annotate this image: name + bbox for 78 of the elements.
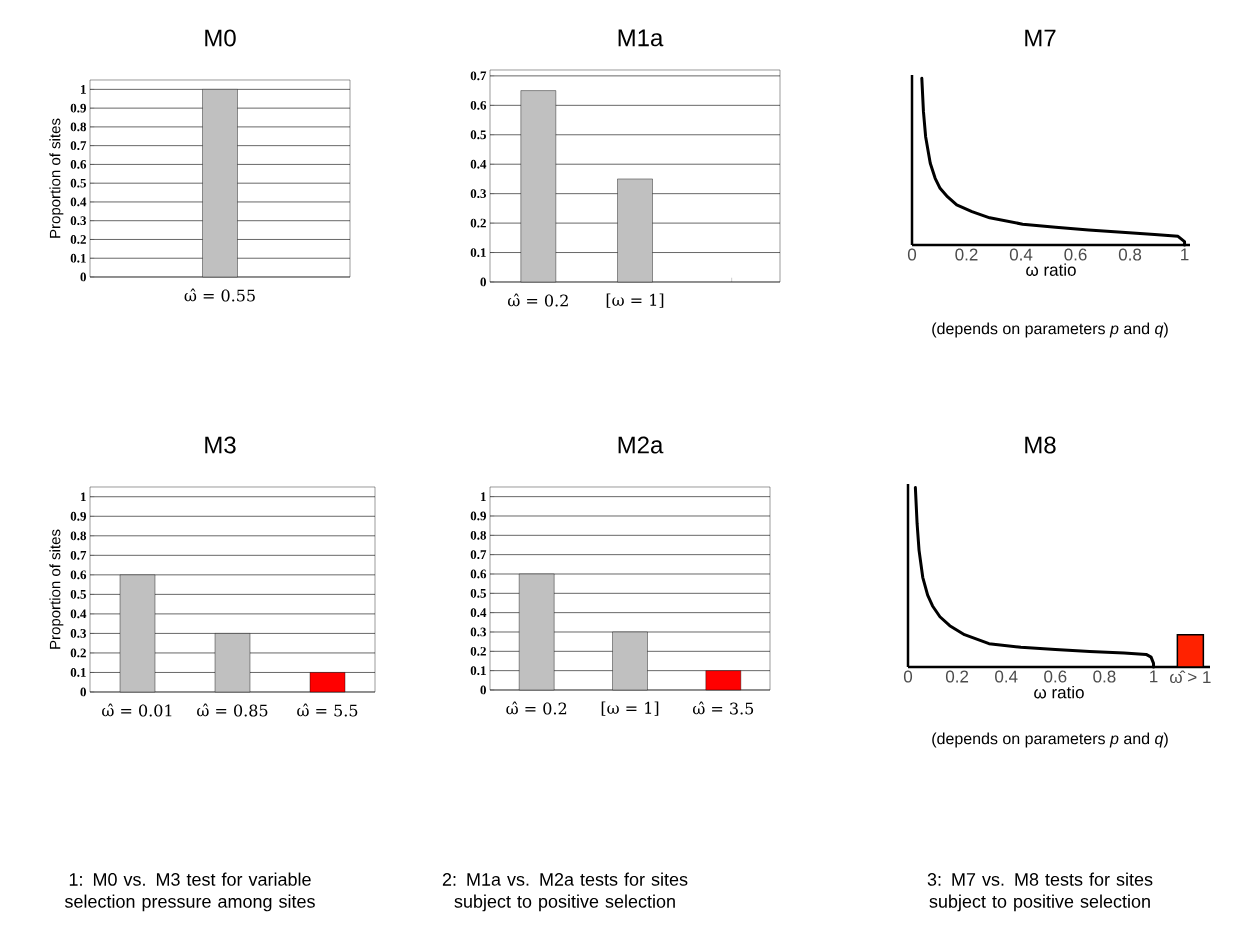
x-tick-label: 0: [903, 670, 913, 683]
x-tick-label: [ω = 1]: [601, 701, 659, 716]
y-tick-label: 0.4: [70, 197, 87, 207]
x-tick-label: [ω = 1]: [606, 293, 664, 308]
y-axis-title: Proportion of sites: [49, 529, 64, 649]
y-tick-label: 0.2: [470, 218, 486, 228]
y-tick-label: 0.1: [70, 253, 86, 263]
y-tick-label: 0.6: [470, 100, 487, 110]
y-tick-label: 0: [80, 687, 86, 697]
x-axis-title: ω ratio: [1034, 685, 1084, 699]
y-tick-label: 1: [81, 85, 86, 94]
chart-title: M0: [205, 29, 236, 47]
text: (depends on parameters p and q): [932, 732, 1168, 748]
x-tick-label: 0.6: [1044, 670, 1067, 683]
chart-title: M1a: [618, 29, 664, 47]
chart-title: M2a: [618, 436, 664, 454]
x-tick-label: ω̂ > 1: [1170, 670, 1211, 684]
x-tick-label: 1: [1150, 670, 1158, 683]
y-tick-label: 0.5: [470, 130, 486, 140]
x-tick-label: 0.4: [995, 670, 1018, 683]
y-tick-label: 0.2: [70, 235, 86, 244]
text: 2: M1a vs. M2a tests for sites subject to positive selection: [442, 872, 688, 912]
y-tick-label: 0.7: [470, 71, 487, 81]
text: (depends on parameters p and q): [932, 322, 1168, 338]
chart-title: M7: [1025, 29, 1056, 47]
y-axis-title: Proportion of sites: [49, 118, 64, 238]
y-tick-label: 0.8: [70, 531, 87, 541]
x-axis-title: ω ratio: [1026, 263, 1076, 276]
x-tick-label: 1: [1181, 248, 1189, 261]
y-tick-label: 0: [480, 685, 486, 695]
x-tick-label: ω̂ = 0.2: [508, 293, 568, 307]
x-tick-label: ω̂ = 5.5: [297, 703, 358, 717]
y-tick-label: 0.7: [70, 141, 87, 151]
y-tick-label: 1: [81, 492, 86, 502]
y-tick-label: 0.3: [70, 629, 87, 638]
y-tick-label: 0.5: [70, 178, 86, 188]
y-tick-label: 0: [80, 272, 86, 282]
y-tick-label: 0.4: [470, 608, 487, 618]
chart-title: M8: [1025, 436, 1056, 454]
x-tick-label: 0.8: [1118, 248, 1142, 261]
x-tick-label: ω̂ = 0.01: [102, 703, 172, 717]
y-tick-label: 0.8: [470, 530, 487, 540]
y-tick-label: 0.3: [70, 216, 87, 226]
y-tick-label: 0.5: [70, 589, 86, 599]
text: 1: M0 vs. M3 test for variable selection pressure among sites: [64, 872, 315, 912]
y-tick-label: 0.6: [470, 569, 487, 579]
x-tick-label: 0.4: [1009, 248, 1033, 261]
y-tick-label: 0.1: [470, 666, 486, 676]
y-tick-label: 0.4: [70, 609, 87, 619]
y-tick-label: 0.8: [70, 122, 87, 132]
y-tick-label: 0.9: [70, 511, 87, 521]
x-tick-label: 0: [907, 248, 917, 261]
y-tick-label: 0.3: [470, 627, 487, 637]
x-tick-label: 0.2: [945, 670, 969, 683]
y-tick-label: 0.2: [470, 646, 486, 656]
y-tick-label: 0: [480, 277, 486, 287]
y-tick-label: 0.9: [470, 511, 487, 521]
y-tick-label: 0.1: [470, 248, 486, 257]
x-tick-label: 0.6: [1064, 248, 1087, 261]
chart-title: M3: [205, 436, 236, 454]
x-tick-label: 0.2: [955, 248, 978, 261]
x-tick-label: 0.8: [1093, 670, 1116, 683]
x-tick-label: ω̂ = 0.55: [184, 288, 255, 302]
y-tick-label: 0.7: [70, 550, 87, 560]
x-tick-label: ω̂ = 0.2: [506, 701, 567, 715]
y-tick-label: 0.2: [70, 648, 86, 658]
y-tick-label: 0.3: [470, 189, 487, 199]
y-tick-label: 0.5: [470, 588, 486, 598]
x-tick-label: ω̂ = 3.5: [693, 701, 754, 715]
y-tick-label: 0.6: [70, 570, 87, 580]
y-tick-label: 0.1: [70, 668, 86, 677]
text: 3: M7 vs. M8 tests for sites subject to positive selection: [927, 872, 1153, 912]
y-tick-label: 1: [481, 492, 486, 501]
y-tick-label: 0.6: [70, 160, 87, 169]
y-tick-label: 0.4: [470, 159, 487, 169]
x-tick-label: ω̂ = 0.85: [197, 703, 268, 717]
y-tick-label: 0.7: [470, 550, 487, 560]
y-tick-label: 0.9: [70, 103, 87, 113]
